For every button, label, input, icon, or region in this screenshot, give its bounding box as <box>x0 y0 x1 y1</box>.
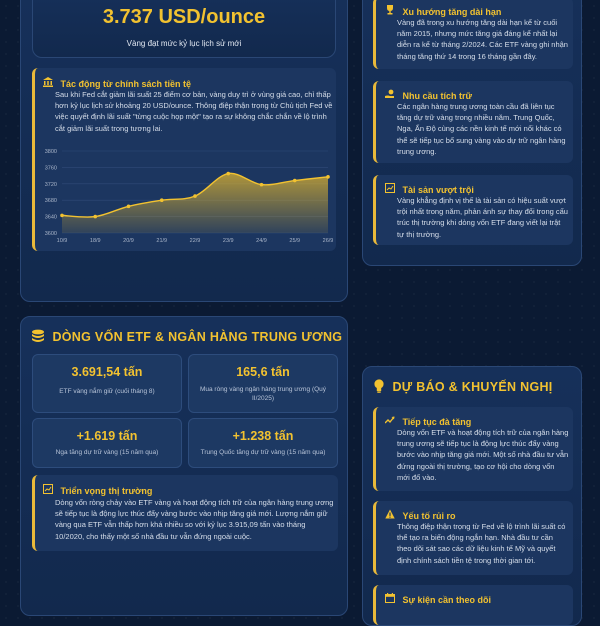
x-tick-label: 18/9 <box>90 238 101 244</box>
events-panel: Sự kiện cần theo dõi <box>373 585 573 625</box>
data-point <box>126 204 131 209</box>
gold-price-value: 3.737 USD/ounce <box>102 6 266 28</box>
y-tick-label: 3600 <box>45 231 57 237</box>
data-point <box>93 214 98 219</box>
x-tick-label: 25/9 <box>289 238 300 244</box>
data-point <box>60 213 64 218</box>
data-point <box>226 171 231 176</box>
outlook-title: Triển vọng thị trường <box>60 486 153 496</box>
stat-china-reserves: +1.238 tấn Trung Quốc tăng dự trữ vàng (… <box>188 418 338 468</box>
trend-up-icon <box>384 412 395 430</box>
warning-icon <box>385 506 395 524</box>
x-tick-label: 26/9 <box>323 238 334 244</box>
stat-value: 165,6 tấn <box>236 365 290 379</box>
forecast-title: DỰ BÁO & KHUYẾN NGHỊ <box>392 380 553 394</box>
stat-value: 3.691,54 tấn <box>71 365 143 379</box>
risk-text: Thông điệp thận trọng từ Fed về lộ trình… <box>397 522 566 565</box>
chart-up-icon <box>385 180 395 198</box>
continue-rise-title: Tiếp tục đà tăng <box>402 417 472 427</box>
asset-text: Vàng khẳng định vị thế là tài sản có hiệ… <box>397 196 568 239</box>
stat-label: ETF vàng nắm giữ (cuối tháng 8) <box>59 388 155 395</box>
risk-title: Yếu tố rủi ro <box>402 511 456 521</box>
outlook-text: Dòng vốn ròng chảy vào ETF vàng và hoạt … <box>55 498 334 541</box>
drivers-card: Xu hướng tăng dài hạn Vàng đã trong xu h… <box>362 0 582 266</box>
events-header: Sự kiện cần theo dõi <box>385 590 491 608</box>
hoarding-title: Nhu cầu tích trữ <box>402 91 472 101</box>
stat-label: Trung Quốc tăng dự trữ vàng (15 năm qua) <box>200 449 326 456</box>
etf-card: DÒNG VỐN ETF & NGÂN HÀNG TRUNG ƯƠNG 3.69… <box>20 316 348 616</box>
calendar-icon <box>385 590 395 608</box>
asset-panel: Tài sản vượt trội Vàng khẳng định vị thế… <box>373 175 573 245</box>
continue-rise-panel: Tiếp tục đà tăng Dòng vốn ETF và hoạt độ… <box>373 407 573 491</box>
stat-etf-holdings: 3.691,54 tấn ETF vàng nắm giữ (cuối thán… <box>32 354 182 413</box>
y-tick-label: 3680 <box>45 198 57 204</box>
stat-label: Nga tăng dự trữ vàng (15 năm qua) <box>55 449 159 456</box>
continue-rise-text: Dòng vốn ETF và hoạt động tích trữ của n… <box>397 428 569 482</box>
chart-up-icon <box>43 481 53 499</box>
long-trend-text: Vàng đã trong xu hướng tăng dài hạn kể t… <box>397 18 568 61</box>
x-tick-label: 21/9 <box>156 238 167 244</box>
asset-header: Tài sản vượt trội <box>385 180 474 198</box>
stat-value: +1.619 tấn <box>76 429 138 443</box>
data-point <box>326 175 330 179</box>
area-fill <box>62 173 328 233</box>
coins-icon <box>31 329 45 348</box>
stat-cb-buying: 165,6 tấn Mua ròng vàng ngân hàng trung … <box>188 354 338 413</box>
data-point <box>159 198 164 202</box>
y-tick-label: 3720 <box>45 182 57 188</box>
long-trend-header: Xu hướng tăng dài hạn <box>385 2 501 20</box>
long-trend-title: Xu hướng tăng dài hạn <box>402 7 502 17</box>
etf-title: DÒNG VỐN ETF & NGÂN HÀNG TRUNG ƯƠNG <box>52 330 343 344</box>
gold-price-caption: Vàng đạt mức kỷ lục lịch sử mới <box>126 39 242 48</box>
stat-label: Mua ròng vàng ngân hàng trung ương (Quý … <box>199 386 327 402</box>
price-card: 3.737 USD/ounce Vàng đạt mức kỷ lục lịch… <box>32 0 336 58</box>
data-point <box>292 178 297 183</box>
price-chart: 3600 3640 3680 3720 3760 3800 10/9 18/9 20/9 21/9… <box>45 149 334 244</box>
stat-russia-reserves: +1.619 tấn Nga tăng dự trữ vàng (15 năm … <box>32 418 182 468</box>
y-tick-label: 3760 <box>45 165 57 171</box>
fed-policy-panel: Tác động từ chính sách tiền tệ Sau khi F… <box>32 68 336 251</box>
bank-icon <box>43 74 53 92</box>
etf-header: DÒNG VỐN ETF & NGÂN HÀNG TRUNG ƯƠNG <box>31 329 342 348</box>
outlook-header: Triển vọng thị trường <box>43 481 152 499</box>
long-trend-panel: Xu hướng tăng dài hạn Vàng đã trong xu h… <box>373 0 573 69</box>
forecast-header: DỰ BÁO & KHUYẾN NGHỊ <box>373 379 553 398</box>
fed-policy-title: Tác động từ chính sách tiền tệ <box>60 79 191 89</box>
stat-value: +1.238 tấn <box>232 429 294 443</box>
x-tick-label: 22/9 <box>190 238 201 244</box>
hand-coin-icon <box>385 86 395 104</box>
fed-policy-text: Sau khi Fed cắt giảm lãi suất 25 điểm cơ… <box>55 90 333 133</box>
trophy-icon <box>385 2 395 20</box>
asset-title: Tài sản vượt trội <box>402 185 474 195</box>
x-tick-label: 23/9 <box>223 238 234 244</box>
forecast-card: DỰ BÁO & KHUYẾN NGHỊ Tiếp tục đà tăng Dò… <box>362 366 582 626</box>
risk-header: Yếu tố rủi ro <box>385 506 455 524</box>
data-point <box>259 182 264 187</box>
x-tick-label: 24/9 <box>256 238 267 244</box>
x-tick-label: 20/9 <box>123 238 134 244</box>
x-tick-label: 10/9 <box>57 238 68 244</box>
y-tick-label: 3640 <box>45 215 57 221</box>
y-tick-label: 3800 <box>45 149 57 155</box>
fed-policy-header: Tác động từ chính sách tiền tệ <box>43 74 191 92</box>
lightbulb-icon <box>373 379 385 398</box>
outlook-panel: Triển vọng thị trường Dòng vốn ròng chảy… <box>32 475 338 551</box>
events-title: Sự kiện cần theo dõi <box>402 595 491 605</box>
hoarding-header: Nhu cầu tích trữ <box>385 86 472 104</box>
hoarding-text: Các ngân hàng trung ương toàn cầu đã liê… <box>397 102 566 156</box>
data-point <box>193 194 197 198</box>
risk-panel: Yếu tố rủi ro Thông điệp thận trọng từ F… <box>373 501 573 575</box>
hoarding-panel: Nhu cầu tích trữ Các ngân hàng trung ươn… <box>373 81 573 163</box>
continue-rise-header: Tiếp tục đà tăng <box>384 412 472 430</box>
